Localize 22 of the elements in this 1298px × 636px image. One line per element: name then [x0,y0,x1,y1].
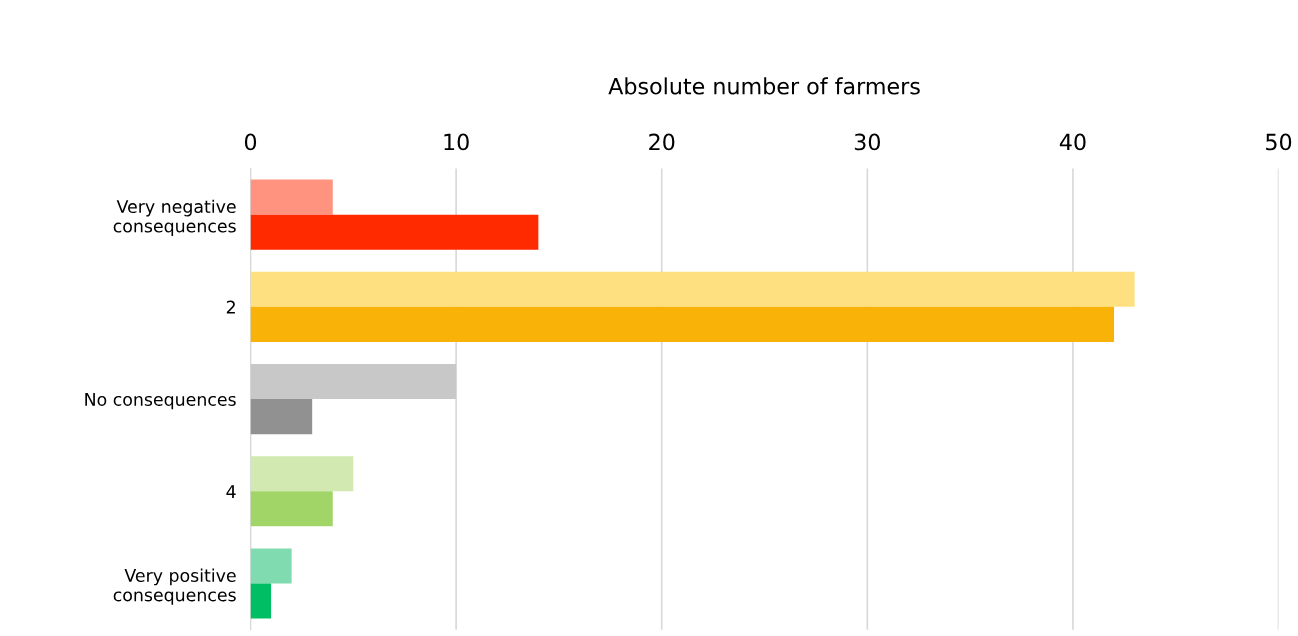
bar [250,271,1135,307]
x-tick-label: 40 [1059,133,1086,151]
y-tick-label: 4 [226,485,236,498]
bar [250,179,333,215]
x-tick-label: 50 [1266,133,1292,151]
bar [250,306,1115,342]
bar [250,583,272,619]
y-tick-label: No consequences [85,393,236,410]
x-axis-title: Absolute number of farmers [608,77,920,95]
y-tick-label: Very positive consequences [113,568,236,605]
bar [250,548,292,584]
bar [250,399,313,435]
x-tick-label: 0 [244,133,257,151]
x-tick-label: 20 [649,133,675,151]
bar [250,364,457,400]
x-tick-label: 10 [444,133,469,151]
y-tick-label: 2 [226,300,235,314]
y-tick-label: Very negative consequences [113,199,236,236]
x-tick-label: 30 [854,133,880,151]
bar [250,214,539,250]
bar [250,491,333,527]
bar [250,456,354,492]
